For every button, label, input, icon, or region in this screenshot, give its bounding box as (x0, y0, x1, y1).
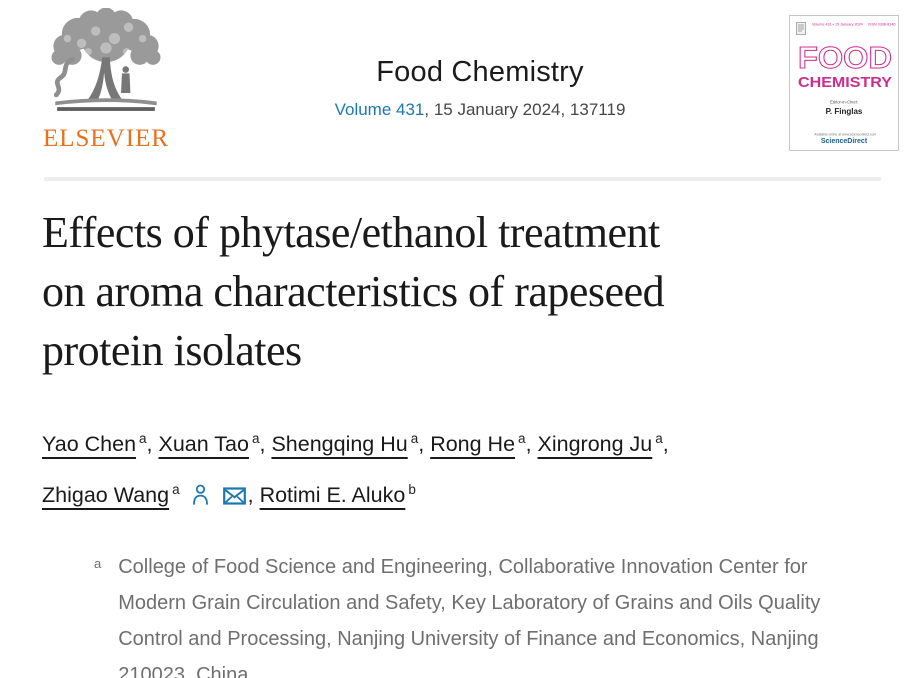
author-link[interactable]: Shengqing Hu (271, 432, 408, 457)
person-icon[interactable] (192, 476, 209, 521)
article-title-line: Effects of phytase/ethanol treatment (42, 208, 660, 257)
cover-editor-name: P. Finglas (825, 107, 863, 116)
cover-footer: Available online at www.sciencedirect.co… (790, 132, 898, 145)
elsevier-tree-icon (44, 7, 168, 122)
header-divider (44, 177, 881, 181)
author-link[interactable]: Rotimi E. Aluko (259, 483, 406, 508)
article-block: Effects of phytase/ethanol treatment on … (42, 203, 887, 678)
author-affiliation-sup: a (251, 431, 260, 446)
author-affiliation-sup: a (655, 431, 663, 446)
author-separator: , (662, 432, 669, 457)
author-link[interactable]: Rong He (430, 432, 516, 457)
cover-title-art: FOOD CHEMISTRY (798, 40, 893, 92)
article-title-line: protein isolates (42, 326, 302, 375)
svg-text:CHEMISTRY: CHEMISTRY (798, 74, 892, 91)
author-affiliation-sup: a (139, 431, 147, 446)
author-link[interactable]: Xingrong Ju (537, 432, 653, 457)
affiliation-sup: a (94, 556, 102, 572)
cover-footer-availability: Available online at www.sciencedirect.co… (814, 133, 877, 137)
author-list: Yao Chen a, Xuan Tao a, Shengqing Hu a, Ron… (42, 416, 887, 521)
author-affiliation-sup: a (172, 482, 180, 498)
affiliation-text: College of Food Science and Engineering,… (118, 556, 821, 678)
cover-sciencedirect-logo: ScienceDirect (820, 138, 868, 145)
elsevier-logo[interactable]: ELSEVIER (40, 7, 172, 153)
issue-info: , 15 January 2024, 137119 (424, 100, 626, 119)
author-separator: , (247, 483, 260, 508)
journal-heading: Food Chemistry Volume 431, 15 January 20… (172, 56, 788, 120)
affiliation-item: a College of Food Science and Engineerin… (42, 549, 887, 678)
author-affiliation-sup: a (518, 431, 526, 446)
article-title-line: on aroma characteristics of rapeseed (42, 267, 665, 316)
author-separator: , (259, 432, 272, 457)
author-link[interactable]: Xuan Tao (158, 432, 249, 457)
author-affiliation-sup: b (408, 482, 416, 498)
elsevier-wordmark: ELSEVIER (42, 125, 170, 152)
cover-issn-text: ISSN 0308-8146 (867, 23, 896, 27)
cover-elsevier-mini-logo (796, 22, 806, 40)
journal-title: Food Chemistry (376, 56, 584, 88)
envelope-icon[interactable] (222, 476, 246, 521)
author-link[interactable]: Yao Chen (42, 432, 137, 457)
journal-cover-thumbnail[interactable]: Volume 431 • 15 January 2024 ISSN 0308-8… (789, 15, 899, 151)
cover-editor-label: Editor-in-Chief: (829, 100, 858, 106)
author-affiliation-sup: a (410, 431, 419, 446)
author-separator: , (418, 432, 431, 457)
journal-issue-line: Volume 431, 15 January 2024, 137119 (172, 100, 788, 120)
author-separator: , (146, 432, 159, 457)
cover-editor-block: Editor-in-Chief: P. Finglas (790, 100, 898, 116)
article-title: Effects of phytase/ethanol treatment on … (42, 203, 887, 380)
volume-link[interactable]: Volume 431 (334, 100, 425, 119)
author-link-corresponding[interactable]: Zhigao Wang (42, 483, 170, 508)
author-separator: , (525, 432, 538, 457)
cover-volume-text: Volume 431 • 15 January 2024 (812, 23, 863, 27)
svg-text:FOOD: FOOD (798, 40, 892, 75)
